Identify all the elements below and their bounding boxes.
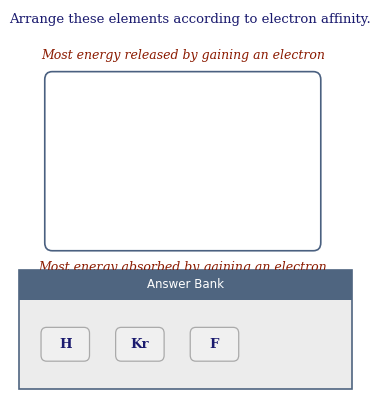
Text: Most energy absorbed by gaining an electron: Most energy absorbed by gaining an elect… [38,261,327,274]
Text: Kr: Kr [131,338,149,351]
FancyBboxPatch shape [19,270,352,300]
FancyBboxPatch shape [41,327,90,361]
Text: Most energy released by gaining an electron: Most energy released by gaining an elect… [41,49,325,62]
FancyBboxPatch shape [190,327,239,361]
Text: F: F [210,338,219,351]
FancyBboxPatch shape [19,270,352,389]
Text: Answer Bank: Answer Bank [147,278,224,291]
Text: Arrange these elements according to electron affinity.: Arrange these elements according to elec… [9,13,371,26]
FancyBboxPatch shape [45,72,321,251]
FancyBboxPatch shape [116,327,164,361]
Text: H: H [59,338,72,351]
